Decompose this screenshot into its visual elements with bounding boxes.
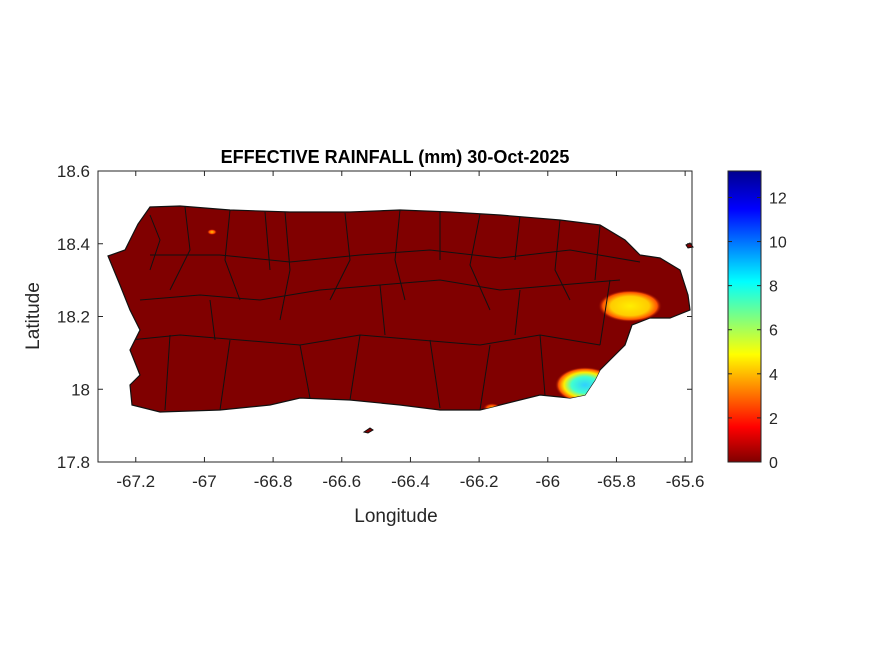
y-axis: 18.6 18.4 18.2 18 17.8 [57, 162, 692, 472]
x-tick-label: -66.6 [322, 472, 361, 491]
colorbar-tick-label: 10 [769, 235, 787, 252]
x-tick-label: -66.8 [254, 472, 293, 491]
colorbar-tick-label: 4 [769, 367, 778, 384]
municipal-boundary [554, 219, 571, 301]
colorbar-ticks: 0 2 4 6 8 10 12 [728, 190, 787, 472]
rainfall-hotspot-northwest [207, 229, 217, 235]
municipal-boundary [329, 212, 351, 301]
municipal-boundary [599, 279, 611, 346]
municipal-boundary [469, 213, 491, 311]
x-axis-label: Longitude [354, 506, 437, 527]
municipal-boundary [349, 334, 361, 401]
municipal-boundary [209, 299, 216, 341]
x-tick-label: -66 [536, 472, 561, 491]
colorbar [727, 170, 762, 463]
colorbar-tick-label: 2 [769, 411, 778, 428]
municipal-boundary [150, 249, 641, 263]
colorbar-tick-label: 0 [769, 455, 778, 472]
municipal-boundary [149, 214, 161, 271]
municipal-boundary [279, 211, 291, 321]
y-tick-label: 18.4 [57, 235, 90, 254]
vieques-islet [362, 427, 374, 434]
colorbar-tick-label: 12 [769, 190, 787, 207]
y-tick-label: 18.6 [57, 162, 90, 181]
municipal-boundary [479, 344, 491, 411]
x-tick-label: -65.6 [666, 472, 705, 491]
municipal-boundary [164, 334, 171, 411]
y-tick-label: 17.8 [57, 453, 90, 472]
y-axis-label: Latitude [23, 282, 44, 350]
chart-title: EFFECTIVE RAINFALL (mm) 30-Oct-2025 [221, 147, 570, 167]
x-tick-label: -67 [192, 472, 217, 491]
municipal-boundary [224, 209, 241, 301]
x-tick-label: -66.4 [391, 472, 430, 491]
municipal-boundary [429, 339, 441, 409]
y-tick-label: 18.2 [57, 308, 90, 327]
municipal-boundary [379, 284, 386, 336]
municipal-boundary [514, 215, 521, 261]
puerto-rico-land [107, 205, 691, 413]
municipal-boundary [514, 289, 521, 336]
municipal-boundary [539, 334, 546, 396]
municipal-boundary [169, 206, 191, 291]
municipal-boundaries [129, 206, 641, 411]
x-tick-label: -67.2 [116, 472, 155, 491]
municipal-boundary [394, 209, 406, 301]
colorbar-tick-label: 8 [769, 279, 778, 296]
rainfall-hotspot-east [598, 290, 662, 322]
municipal-boundary [594, 225, 601, 281]
y-tick-label: 18 [71, 380, 90, 399]
x-axis: -67.2 -67 -66.8 -66.6 -66.4 -66.2 -66 -65.8 -65.… [116, 171, 705, 491]
x-tick-label: -66.2 [460, 472, 499, 491]
colorbar-tick-label: 6 [769, 323, 778, 340]
municipal-boundary [299, 344, 311, 399]
municipal-boundary [219, 339, 231, 411]
x-tick-label: -65.8 [597, 472, 636, 491]
